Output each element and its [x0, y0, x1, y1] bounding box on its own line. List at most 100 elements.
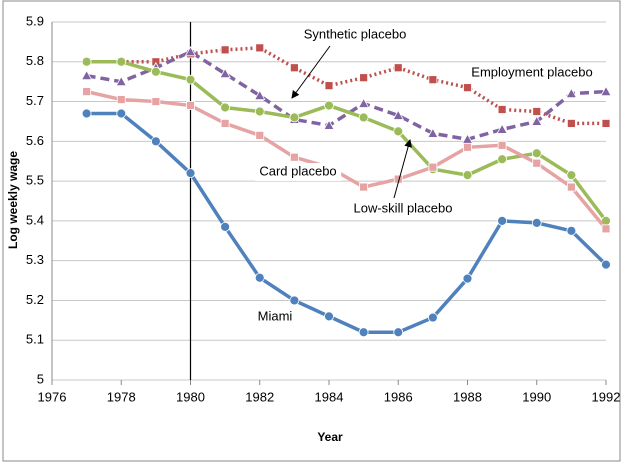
point [220, 102, 231, 113]
arrow [393, 139, 412, 199]
point [81, 108, 92, 119]
point [82, 87, 92, 97]
point [566, 225, 577, 236]
x-tick-label: 1984 [315, 389, 344, 404]
point [358, 327, 369, 338]
point [80, 69, 93, 81]
chart-frame [2, 0, 621, 462]
point [393, 63, 403, 73]
point [532, 107, 542, 116]
x-tick-label: 1988 [453, 389, 482, 404]
point [116, 95, 126, 104]
point [324, 100, 334, 111]
point [219, 67, 231, 79]
point [254, 106, 265, 117]
y-tick-label: 5.5 [26, 173, 44, 188]
point [393, 126, 404, 137]
point [427, 127, 439, 138]
point [150, 136, 161, 147]
point [255, 130, 265, 140]
point [566, 182, 576, 192]
point [531, 115, 543, 126]
y-tick-label: 5.3 [26, 252, 44, 267]
point [601, 224, 611, 234]
point [324, 81, 334, 91]
x-tick-label: 1992 [592, 389, 621, 404]
point [150, 66, 161, 77]
x-tick-label: 1982 [245, 389, 274, 404]
label-bg [254, 163, 342, 181]
point [358, 112, 369, 123]
series-line [86, 111, 608, 335]
x-tick-label: 1978 [107, 389, 136, 404]
point [428, 75, 438, 85]
y-tick-label: 5 [37, 371, 44, 386]
point [184, 46, 197, 57]
y-tick-label: 5.4 [26, 212, 44, 227]
y-tick-label: 5.8 [26, 53, 44, 68]
point [393, 327, 404, 338]
y-tick-label: 5.7 [26, 93, 44, 108]
point [359, 73, 369, 83]
point [185, 168, 196, 179]
point [497, 154, 508, 165]
label-bg [293, 26, 417, 44]
x-axis-title: Year [317, 430, 343, 444]
point [565, 87, 578, 98]
point [601, 259, 611, 270]
point [289, 63, 299, 73]
point [428, 162, 438, 172]
point [601, 119, 611, 128]
y-tick-label: 5.2 [26, 292, 44, 307]
point [254, 89, 266, 100]
label-bg [341, 200, 465, 218]
x-tick-label: 1986 [384, 389, 413, 404]
point [359, 182, 369, 192]
y-tick-label: 5.6 [26, 133, 44, 148]
point [324, 311, 334, 322]
arrow [291, 45, 331, 99]
point [462, 170, 473, 181]
point [185, 74, 196, 85]
y-axis-title: Log weekly wage [6, 151, 20, 249]
point [254, 272, 265, 283]
point [497, 105, 507, 114]
point [462, 273, 473, 284]
series-label: Low-skill placebo [354, 200, 453, 215]
point [531, 148, 542, 159]
point [566, 170, 577, 181]
series-line [86, 46, 606, 126]
x-tick-label: 1980 [176, 389, 205, 404]
point [115, 75, 127, 87]
point [463, 142, 472, 152]
series-label: Synthetic placebo [304, 26, 407, 41]
point [116, 56, 127, 67]
y-tick-label: 5.9 [26, 13, 44, 28]
point [255, 43, 265, 53]
point [566, 119, 576, 128]
series-label: Card placebo [259, 163, 336, 178]
series-line [86, 49, 607, 142]
point [531, 217, 542, 228]
point [220, 45, 230, 55]
series-line [86, 89, 608, 230]
point [220, 119, 230, 128]
point [289, 295, 300, 306]
label-bg [467, 64, 597, 82]
point [357, 97, 370, 108]
point [427, 312, 438, 323]
series-label: Miami [258, 308, 293, 323]
x-tick-label: 1990 [522, 389, 551, 404]
point [392, 109, 404, 120]
point [186, 101, 195, 110]
point [496, 123, 508, 134]
point [116, 108, 127, 119]
point [600, 85, 612, 97]
series-label: Employment placebo [471, 64, 592, 79]
point [289, 152, 299, 162]
point [151, 97, 161, 106]
point [463, 83, 472, 93]
y-tick-label: 5.1 [26, 332, 44, 347]
label-bg [257, 308, 293, 326]
